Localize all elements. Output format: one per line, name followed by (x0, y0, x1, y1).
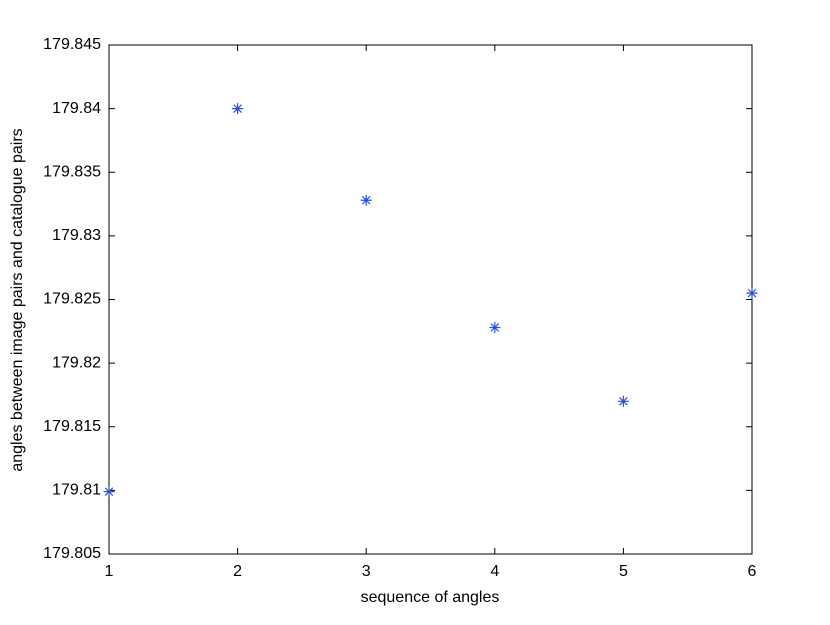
y-tick-label: 179.815 (43, 418, 101, 435)
point (746, 287, 758, 299)
y-tick-label: 179.83 (52, 227, 101, 244)
point (360, 194, 372, 206)
plot-box (108, 44, 753, 555)
point (103, 486, 115, 498)
y-tick-label: 179.82 (52, 354, 101, 371)
x-tick-label: 1 (105, 563, 114, 580)
x-tick-label: 5 (619, 563, 628, 580)
x-tick-label: 3 (362, 563, 371, 580)
y-tick-label: 179.81 (52, 482, 101, 499)
point (617, 395, 629, 407)
y-tick-label: 179.825 (43, 291, 101, 308)
y-tick-label: 179.845 (43, 36, 101, 53)
x-tick-label: 4 (490, 563, 499, 580)
x-tick-label: 2 (233, 563, 242, 580)
y-tick-label: 179.84 (52, 100, 101, 117)
point (232, 103, 244, 115)
x-tick-label: 6 (748, 563, 757, 580)
y-tick-label: 179.835 (43, 163, 101, 180)
y-tick-label: 179.805 (43, 545, 101, 562)
y-axis-label: angles between image pairs and catalogue… (9, 128, 26, 471)
point (489, 321, 501, 333)
x-axis-label: sequence of angles (361, 589, 500, 606)
